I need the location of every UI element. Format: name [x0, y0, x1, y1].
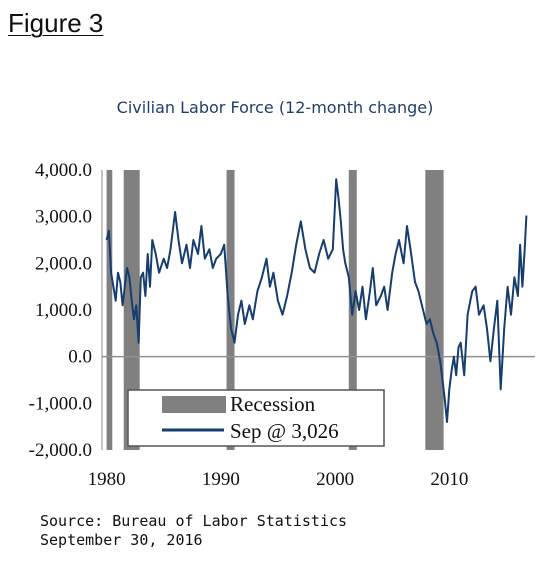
- x-tick-label: 2010: [430, 469, 468, 490]
- recession-band: [226, 170, 235, 450]
- legend-series-label: Sep @ 3,026: [230, 419, 339, 443]
- recession-band: [123, 170, 140, 450]
- y-tick-label: 4,000.0: [35, 160, 92, 181]
- legend-recession-label: Recession: [230, 392, 316, 416]
- date-line: September 30, 2016: [40, 531, 203, 549]
- legend-recession-swatch: [162, 396, 226, 413]
- y-tick-label: 2,000.0: [35, 253, 92, 274]
- y-axis-ticks: 4,000.0 3,000.0 2,000.0 1,000.0 0.0 -1,000.0 -…: [29, 160, 92, 461]
- y-tick-label: 3,000.0: [35, 207, 92, 228]
- series-line: [105, 178, 528, 423]
- recession-band: [106, 170, 113, 450]
- source-line: Source: Bureau of Labor Statistics: [40, 512, 348, 530]
- x-tick-label: 1980: [88, 469, 126, 490]
- x-axis-ticks: 1980 1990 2000 2010: [88, 469, 469, 490]
- legend: Recession Sep @ 3,026: [127, 389, 385, 447]
- x-tick-label: 1990: [202, 469, 240, 490]
- y-tick-label: -1,000.0: [29, 393, 92, 414]
- y-tick-label: 1,000.0: [35, 300, 92, 321]
- recession-band: [425, 170, 444, 450]
- y-tick-label: 0.0: [68, 347, 92, 368]
- x-tick-label: 2000: [316, 469, 354, 490]
- chart-title: Civilian Labor Force (12-month change): [116, 98, 434, 117]
- y-tick-label: -2,000.0: [29, 440, 92, 461]
- figure-label: Figure 3: [8, 8, 104, 38]
